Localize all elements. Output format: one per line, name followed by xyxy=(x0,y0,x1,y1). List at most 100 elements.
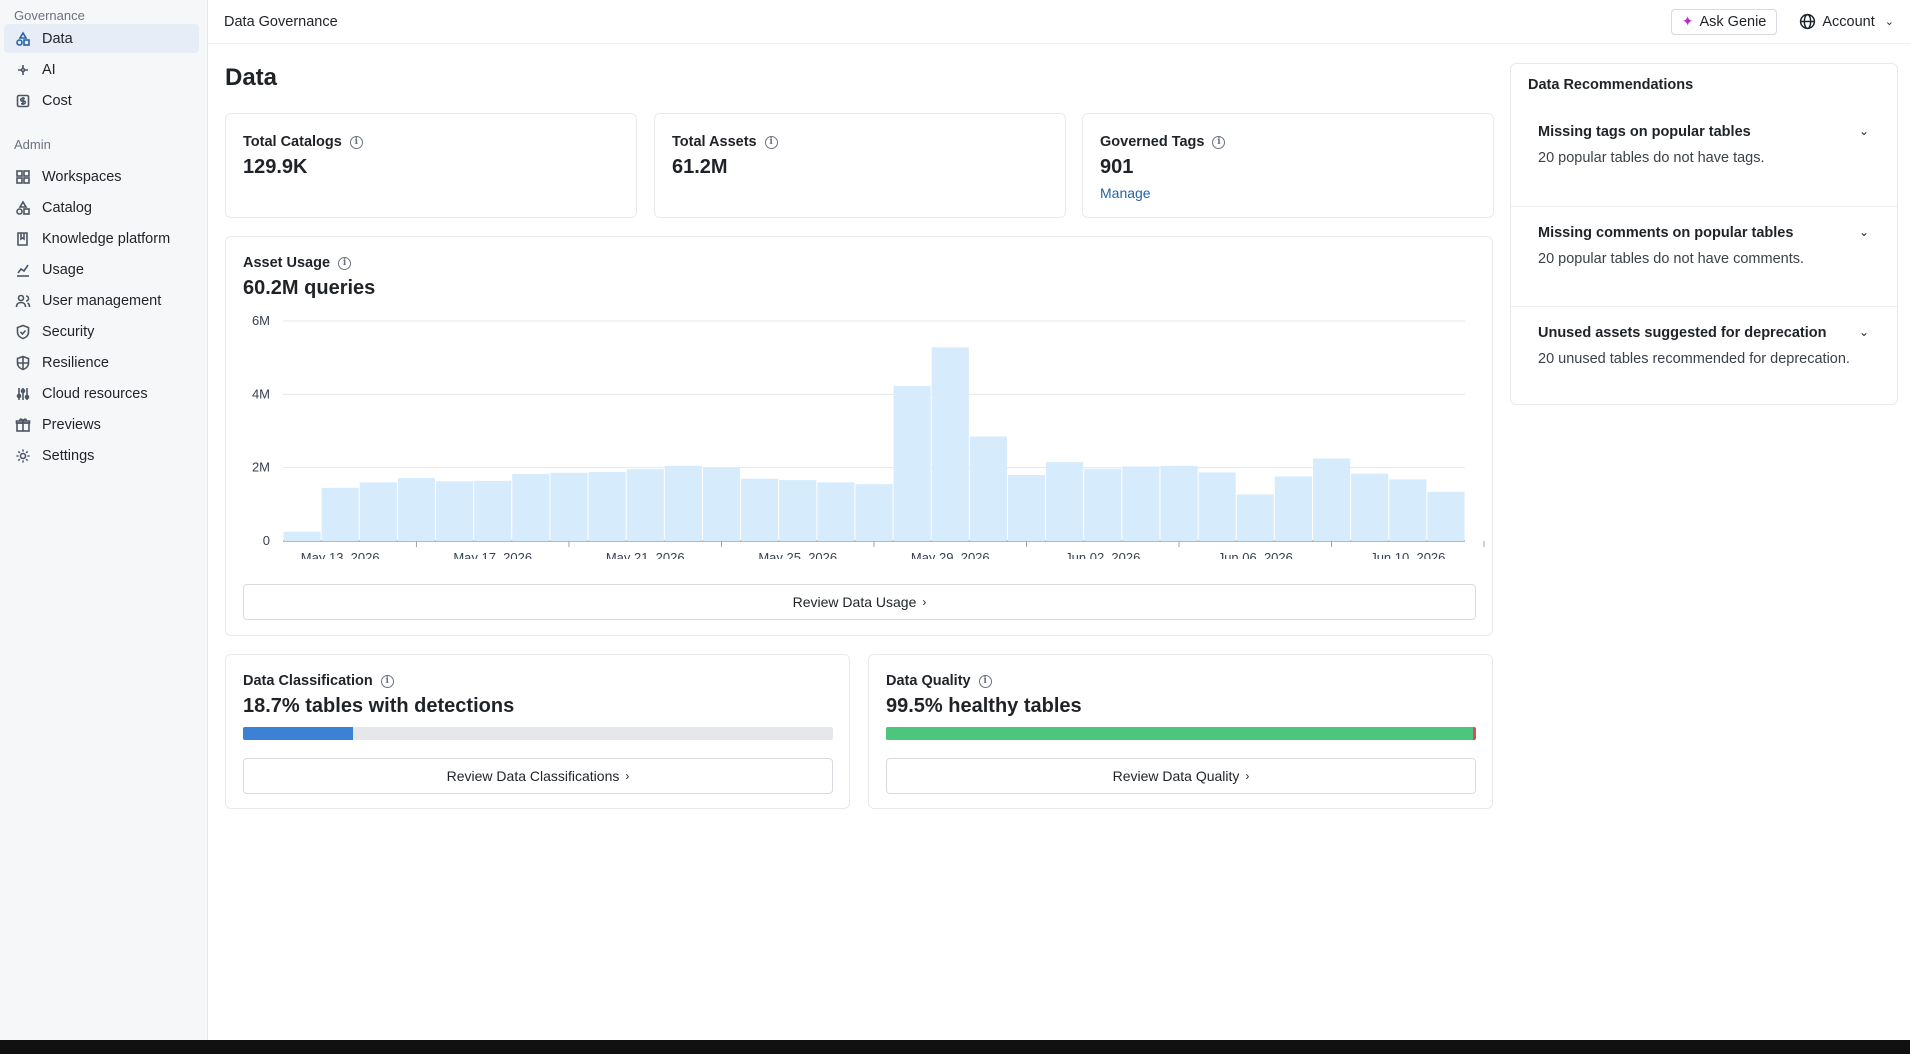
info-icon[interactable]: i xyxy=(978,674,992,688)
sidebar-item-resilience[interactable]: Resilience xyxy=(4,348,199,377)
sidebar-item-workspaces[interactable]: Workspaces xyxy=(4,162,199,191)
sidebar-item-data[interactable]: Data xyxy=(4,24,199,53)
sidebar-item-label: Security xyxy=(42,323,95,340)
sidebar-item-label: Usage xyxy=(42,261,84,278)
governed-tags-label: Governed Tags xyxy=(1100,134,1205,150)
recommendation-description: 20 unused tables recommended for depreca… xyxy=(1538,351,1850,367)
sidebar-item-label: Cost xyxy=(42,92,72,109)
review-data-usage-button[interactable]: Review Data Usage › xyxy=(243,584,1476,620)
sidebar-item-label: Knowledge platform xyxy=(42,230,171,247)
sidebar-item-user-management[interactable]: User management xyxy=(4,286,199,315)
review-data-classifications-button[interactable]: Review Data Classifications › xyxy=(243,758,833,794)
review-data-quality-button[interactable]: Review Data Quality › xyxy=(886,758,1476,794)
info-icon[interactable]: i xyxy=(380,674,394,688)
total-assets-label: Total Assets xyxy=(672,134,757,150)
chart-bar xyxy=(779,480,817,541)
y-tick-label: 0 xyxy=(263,533,270,548)
recommendation-description: 20 popular tables do not have tags. xyxy=(1538,150,1765,166)
sidebar-item-previews[interactable]: Previews xyxy=(4,410,199,439)
total-catalogs-card: Total Catalogs i 129.9K xyxy=(225,113,637,218)
globe-icon xyxy=(1800,13,1816,30)
ask-genie-button[interactable]: ✦ Ask Genie xyxy=(1670,8,1778,35)
recommendation-title: Missing tags on popular tables xyxy=(1538,124,1751,140)
info-icon[interactable]: i xyxy=(349,135,363,149)
sidebar-item-ai[interactable]: AI xyxy=(4,55,199,84)
sidebar-item-usage[interactable]: Usage xyxy=(4,255,199,284)
chart-bar xyxy=(359,482,397,541)
sidebar-item-cloud-resources[interactable]: Cloud resources xyxy=(4,379,199,408)
x-tick-label: May 29, 2026 xyxy=(911,550,990,559)
recommendation-item[interactable]: Missing tags on popular tables 20 popular… xyxy=(1511,106,1897,206)
asset-usage-label: Asset Usage xyxy=(243,255,331,271)
data-recommendations-panel: Data Recommendations Missing tags on pop… xyxy=(1510,63,1898,405)
sidebar-item-label: Resilience xyxy=(42,354,109,371)
data-icon xyxy=(14,30,32,48)
chevron-down-icon[interactable]: ⌄ xyxy=(1858,225,1869,239)
info-icon[interactable]: i xyxy=(1212,135,1226,149)
users-icon xyxy=(14,292,32,310)
resilience-icon xyxy=(14,354,32,372)
ai-icon xyxy=(14,61,32,79)
chart-bar xyxy=(855,484,893,541)
sidebar-item-catalog[interactable]: Catalog xyxy=(4,193,199,222)
sidebar-item-settings[interactable]: Settings xyxy=(4,441,199,470)
sidebar-item-security[interactable]: Security xyxy=(4,317,199,346)
chart-bar xyxy=(512,473,550,541)
chart-bar xyxy=(1046,462,1084,541)
sidebar-item-knowledge-platform[interactable]: Knowledge platform xyxy=(4,224,199,253)
sidebar-item-label: User management xyxy=(42,292,162,309)
cost-icon xyxy=(14,92,32,110)
sidebar-item-label: Previews xyxy=(42,416,101,433)
info-icon[interactable]: i xyxy=(764,135,778,149)
total-assets-card: Total Assets i 61.2M xyxy=(654,113,1066,218)
total-assets-value: 61.2M xyxy=(672,156,728,178)
manage-tags-link[interactable]: Manage xyxy=(1100,185,1151,201)
classification-progress-fill xyxy=(243,727,354,740)
y-tick-label: 4M xyxy=(252,386,270,401)
sidebar-item-label: Workspaces xyxy=(42,168,122,185)
chart-bar xyxy=(436,481,474,541)
chevron-down-icon[interactable]: ⌄ xyxy=(1858,124,1869,138)
sidebar-section-admin: Admin xyxy=(14,137,51,152)
sliders-icon xyxy=(14,385,32,403)
chart-bar xyxy=(702,468,741,541)
shield-icon xyxy=(14,323,32,341)
recommendation-item[interactable]: Unused assets suggested for deprecation 2… xyxy=(1511,306,1897,406)
chart-bar xyxy=(969,436,1007,541)
chart-bar xyxy=(397,477,436,541)
chevron-down-icon[interactable]: ⌄ xyxy=(1858,325,1869,339)
asset-usage-chart: 0 2M 4M 6M May 13, 2026 May 17, 2026 May 21, 2… xyxy=(252,313,1485,559)
review-data-classifications-label: Review Data Classifications xyxy=(446,768,620,784)
sparkle-icon: ✦ xyxy=(1681,13,1694,29)
review-data-quality-label: Review Data Quality xyxy=(1112,768,1240,784)
x-tick-label: Jun 02, 2026 xyxy=(1065,550,1140,559)
chart-bar xyxy=(321,487,359,541)
info-icon[interactable]: i xyxy=(338,256,352,270)
recommendation-item[interactable]: Missing comments on popular tables 20 pop… xyxy=(1511,206,1897,306)
chevron-right-icon: › xyxy=(1245,769,1250,783)
sidebar: Governance Data AI Cost Admin Workspaces Ca… xyxy=(0,0,208,1040)
x-tick-label: May 25, 2026 xyxy=(758,550,837,559)
y-tick-label: 2M xyxy=(252,460,270,475)
sidebar-item-cost[interactable]: Cost xyxy=(4,86,199,115)
chevron-down-icon: ⌄ xyxy=(1884,16,1894,28)
sidebar-item-label: Cloud resources xyxy=(42,385,148,402)
bottom-bar xyxy=(0,1040,1910,1054)
chart-bar xyxy=(626,469,664,541)
review-data-usage-label: Review Data Usage xyxy=(792,594,917,610)
chart-bar xyxy=(474,480,512,541)
gift-icon xyxy=(14,416,32,434)
chart-bar xyxy=(1084,468,1122,541)
top-bar: Data Governance ✦ Ask Genie Account ⌄ xyxy=(208,0,1910,44)
classification-progress-bar xyxy=(243,727,833,740)
gear-icon xyxy=(14,447,32,465)
data-quality-value: 99.5% healthy tables xyxy=(886,695,1082,717)
chart-bar xyxy=(1122,466,1160,541)
account-menu[interactable]: Account ⌄ xyxy=(1799,13,1894,30)
chevron-right-icon: › xyxy=(625,769,630,783)
sidebar-item-label: AI xyxy=(42,61,56,78)
chart-line-icon xyxy=(14,261,32,279)
chart-bar xyxy=(1160,465,1198,541)
data-quality-label: Data Quality xyxy=(886,673,971,689)
chart-bar xyxy=(588,472,626,541)
